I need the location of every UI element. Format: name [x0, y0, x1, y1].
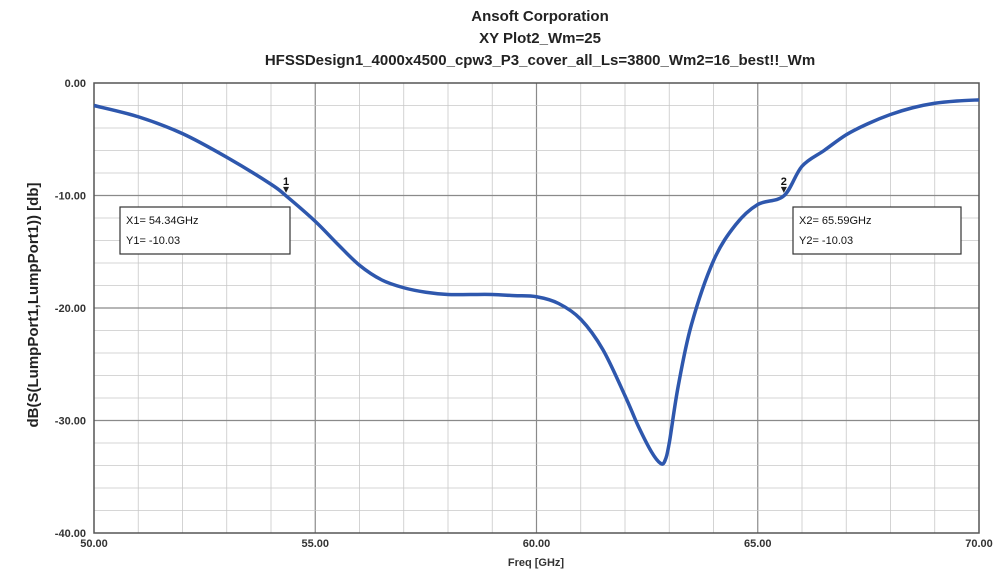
marker-1-number: 1 — [283, 176, 289, 188]
x-axis-label: Freq [GHz] — [508, 557, 565, 569]
grid — [94, 83, 979, 533]
plot-frame — [93, 82, 980, 534]
tick-labels: 50.00 55.00 60.00 65.00 70.00 0.00 -10.00 -20.0… — [55, 78, 993, 550]
x-tick-label: 70.00 — [965, 538, 993, 550]
marker-1-x-readout: X1= 54.34GHz — [126, 215, 198, 227]
y-tick-label: -40.00 — [55, 528, 86, 540]
x-tick-label: 55.00 — [301, 538, 329, 550]
marker-1-pointer — [283, 186, 290, 193]
x-tick-label: 50.00 — [80, 538, 108, 550]
y-tick-label: 0.00 — [65, 78, 86, 90]
y-tick-label: -20.00 — [55, 303, 86, 315]
markers-layer: 1 X1= 54.34GHz Y1= -10.03 2 X2= 65.59GHz Y2= … — [119, 176, 962, 255]
marker-2-pointer — [780, 186, 787, 193]
y-tick-label: -10.00 — [55, 191, 86, 203]
y-axis-label: dB(S(LumpPort1,LumpPort1)) [db] — [25, 183, 42, 428]
marker-2-x-readout: X2= 65.59GHz — [799, 215, 871, 227]
marker-2-number: 2 — [781, 176, 787, 188]
chart-subtitle: XY Plot2_Wm=25 — [479, 30, 601, 47]
chart-subtitle-2: HFSSDesign1_4000x4500_cpw3_P3_cover_all_… — [265, 52, 815, 69]
s11-series-line — [93, 98, 980, 466]
marker-2-y-readout: Y2= -10.03 — [799, 235, 853, 247]
chart-title: Ansoft Corporation — [471, 8, 608, 25]
marker-2-box — [792, 206, 962, 255]
x-tick-label: 65.00 — [744, 538, 772, 550]
marker-1-y-readout: Y1= -10.03 — [126, 235, 180, 247]
series-layer — [93, 98, 980, 466]
x-tick-label: 60.00 — [523, 538, 551, 550]
marker-1-box — [119, 206, 291, 255]
y-tick-label: -30.00 — [55, 416, 86, 428]
